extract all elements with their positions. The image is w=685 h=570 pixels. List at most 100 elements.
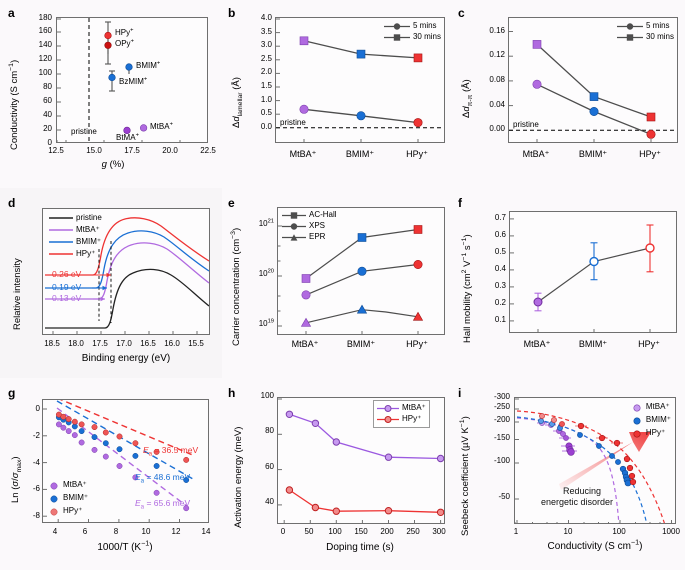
legend-item-pristine[interactable]: pristine bbox=[49, 212, 102, 224]
panel-a: a Conductivity (S cm−1) bbox=[0, 0, 222, 188]
legend-label: HPy⁺ bbox=[402, 414, 422, 424]
panel-g-xtick: 14 bbox=[201, 527, 211, 536]
legend-item-hpy[interactable]: HPy⁺ bbox=[50, 505, 88, 518]
panel-e-ytick: 1019 bbox=[258, 318, 274, 328]
label-bzmim: BzMIM+ bbox=[119, 76, 148, 86]
label-opy: OPy+ bbox=[115, 38, 134, 48]
legend-label: 5 mins bbox=[412, 21, 437, 31]
legend-item-30mins[interactable]: 30 mins bbox=[616, 32, 674, 43]
legend-label: pristine bbox=[76, 212, 102, 222]
legend-item-epr[interactable]: EPR bbox=[282, 232, 337, 243]
curve-mtba bbox=[45, 242, 209, 300]
point-bmim bbox=[125, 63, 133, 71]
panel-h-letter: h bbox=[228, 386, 236, 400]
legend-item-5mins[interactable]: 5 mins bbox=[616, 21, 674, 32]
panel-f: f Hall mobility (cm2 V−1 s−1) bbox=[452, 188, 685, 378]
panel-a-xtick: 20.0 bbox=[162, 146, 178, 155]
panel-d-xtick: 15.5 bbox=[188, 339, 204, 348]
panel-a-ytick: 100 bbox=[38, 68, 52, 77]
panel-f-ylabel: Hall mobility (cm2 V−1 s−1) bbox=[460, 234, 473, 343]
panel-i-ytick: -150 bbox=[493, 432, 510, 442]
panel-g-ytick: -8 bbox=[32, 511, 40, 521]
panel-c-ylabel: Δdπ-π (Å) bbox=[461, 79, 474, 118]
panel-b-xtick: BMIM⁺ bbox=[345, 149, 375, 159]
panel-a-ytick: 0 bbox=[47, 138, 52, 147]
panel-c-xtick: MtBA⁺ bbox=[522, 149, 550, 159]
legend-item-mtba[interactable]: MtBA⁺ bbox=[50, 479, 88, 492]
point-mtba bbox=[139, 124, 148, 132]
panel-i-ytick: -100 bbox=[493, 456, 510, 465]
panel-b-xtick: HPy⁺ bbox=[406, 149, 428, 159]
panel-f-svg bbox=[510, 218, 655, 332]
panel-g-ytick: -2 bbox=[32, 430, 40, 440]
panel-b-ytick: 1.0 bbox=[260, 94, 272, 104]
panel-d-letter: d bbox=[8, 196, 16, 210]
panel-b-ytick: 0.0 bbox=[260, 121, 272, 131]
panel-g-legend: MtBA⁺ BMIM⁺ HPy⁺ bbox=[50, 479, 88, 518]
legend-item-hpy[interactable]: HPy⁺ bbox=[377, 414, 426, 425]
legend-item-mtba[interactable]: MtBA⁺ bbox=[633, 401, 671, 414]
panel-f-letter: f bbox=[458, 196, 462, 210]
panel-d-xlabel: Binding energy (eV) bbox=[81, 353, 171, 364]
panel-d-xtick: 17.0 bbox=[116, 339, 132, 348]
label-mtba: MtBA+ bbox=[150, 121, 173, 131]
panel-d-ylabel: Relative intensity bbox=[12, 258, 23, 330]
points-mtba bbox=[55, 421, 190, 512]
label-btma: BtMA+ bbox=[116, 132, 139, 142]
annot-ea-hpy: Ea = 36.5 meV bbox=[143, 445, 199, 458]
panel-c-legend: 5 mins 30 mins bbox=[616, 21, 674, 43]
legend-label: MtBA⁺ bbox=[63, 480, 87, 490]
panel-c-plot: pristine 5 mins 30 mins bbox=[508, 17, 678, 143]
panel-b-legend: 5 mins 30 mins bbox=[383, 21, 441, 43]
legend-item-5mins[interactable]: 5 mins bbox=[383, 21, 441, 32]
legend-label: MtBA⁺ bbox=[402, 403, 426, 413]
panel-f-ytick: 0.4 bbox=[494, 264, 506, 273]
legend-label: BMIM⁺ bbox=[645, 415, 671, 425]
legend-item-achall[interactable]: AC-Hall bbox=[282, 210, 337, 221]
legend-item-mtba[interactable]: MtBA⁺ bbox=[377, 403, 426, 414]
legend-item-xps[interactable]: XPS bbox=[282, 221, 337, 232]
panel-f-ytick: 0.1 bbox=[494, 315, 506, 324]
panel-e-xtick: HPy⁺ bbox=[406, 339, 428, 349]
fit-hpy-i bbox=[516, 410, 665, 523]
panel-h-xtick: 0 bbox=[280, 527, 286, 536]
panel-i-xtick: 10 bbox=[563, 527, 573, 536]
panel-i-legend: MtBA⁺ BMIM⁺ HPy⁺ bbox=[633, 401, 671, 440]
legend-item-hpy[interactable]: HPy⁺ bbox=[49, 248, 102, 260]
point-hpy bbox=[104, 31, 112, 40]
panel-d: d Relative intensity bbox=[0, 188, 222, 378]
panel-f-plot bbox=[509, 211, 677, 333]
legend-label: EPR bbox=[309, 232, 326, 242]
panel-e-ytick: 1020 bbox=[258, 268, 274, 278]
annot-ea-mtba: Ea = 65.6 meV bbox=[135, 498, 191, 511]
panel-e-letter: e bbox=[228, 196, 235, 210]
panel-d-xtick: 16.5 bbox=[140, 339, 156, 348]
series-epr bbox=[305, 309, 419, 324]
panel-c-ytick: 0.12 bbox=[489, 50, 505, 60]
panel-h-ytick: 60 bbox=[265, 461, 274, 471]
legend-item-30mins[interactable]: 30 mins bbox=[383, 32, 441, 43]
legend-item-bmim[interactable]: BMIM⁺ bbox=[633, 414, 671, 427]
panel-a-xtick: 17.5 bbox=[124, 146, 140, 155]
panel-d-xtick: 18.0 bbox=[68, 339, 84, 348]
fit-mtba-i bbox=[516, 417, 620, 523]
panel-h-xlabel: Doping time (s) bbox=[326, 542, 394, 553]
fit-bmim bbox=[56, 400, 194, 480]
legend-item-bmim[interactable]: BMIM⁺ bbox=[49, 236, 102, 248]
legend-item-mtba[interactable]: MtBA⁺ bbox=[49, 224, 102, 236]
fit-hpy bbox=[59, 400, 196, 457]
panel-g-plot: Ea = 36.5 meV Ea = 48.6 meV Ea = 65.6 me… bbox=[42, 399, 209, 523]
panel-d-xtick: 16.0 bbox=[164, 339, 180, 348]
panel-d-svg bbox=[45, 217, 209, 334]
legend-item-hpy[interactable]: HPy⁺ bbox=[633, 427, 671, 440]
annot-reducing-line1: Reducing bbox=[563, 486, 602, 496]
panel-i-xtick: 100 bbox=[612, 527, 626, 536]
panel-g-xlabel: 1000/T (K−1) bbox=[97, 538, 153, 553]
panel-e-legend: AC-Hall XPS EPR bbox=[282, 210, 337, 243]
panel-e: e Carrier concentration (cm−3) bbox=[222, 188, 452, 378]
legend-label: MtBA⁺ bbox=[645, 402, 670, 412]
panel-i-ytick: -200 bbox=[493, 415, 510, 424]
panel-a-svg bbox=[57, 18, 181, 142]
panel-a-xtick: 22.5 bbox=[200, 146, 216, 155]
legend-item-bmim[interactable]: BMIM⁺ bbox=[50, 492, 88, 505]
